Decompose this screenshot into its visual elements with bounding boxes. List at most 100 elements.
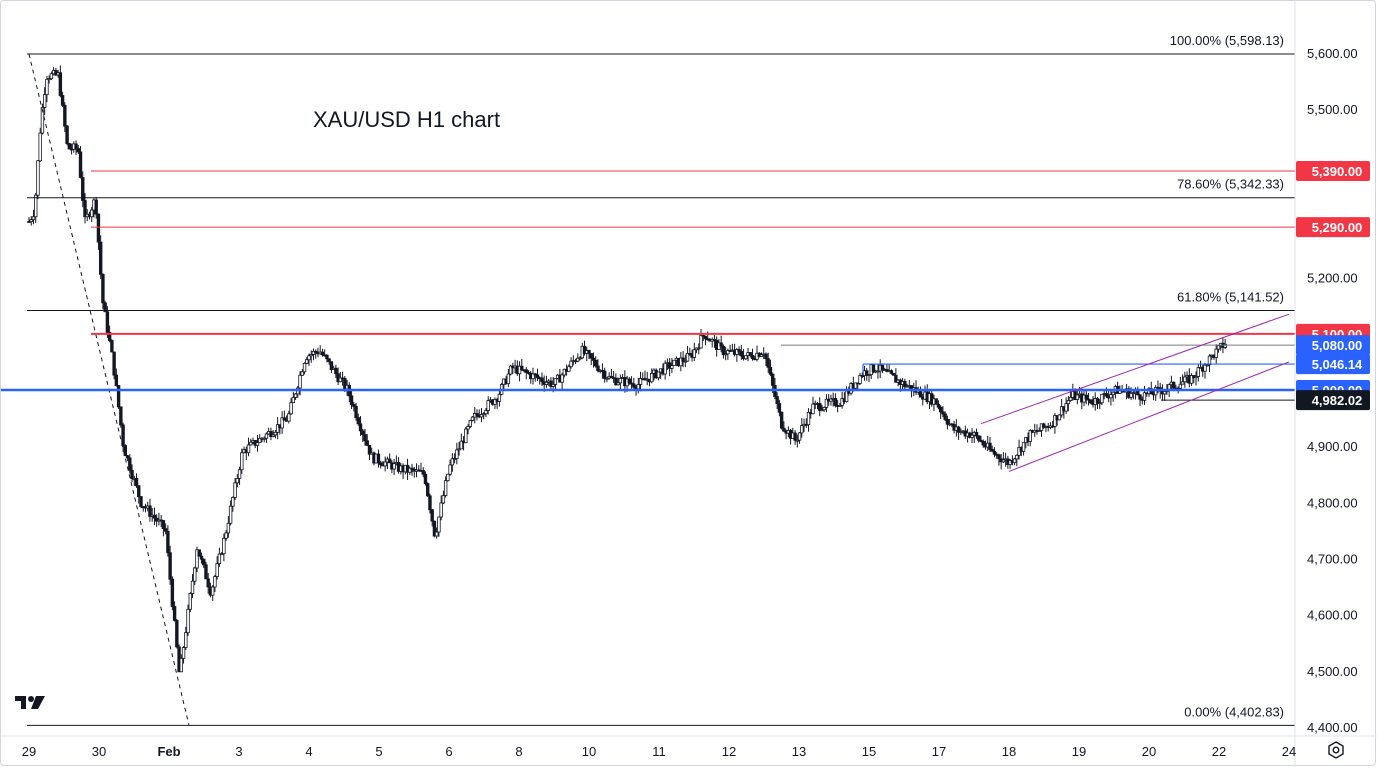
candle-body: [282, 417, 287, 421]
candle-body: [179, 657, 184, 673]
gear-icon[interactable]: [1328, 741, 1344, 759]
price-tag-label: 5,390.00: [1312, 164, 1363, 179]
candle-body: [1189, 375, 1194, 384]
candle-body: [116, 385, 121, 408]
candle-body: [31, 216, 36, 220]
candle-body: [255, 442, 260, 446]
candle-body: [215, 563, 219, 577]
x-tick-label: 19: [1072, 744, 1086, 759]
candle-body: [486, 400, 490, 411]
candle-body: [275, 424, 280, 433]
candle-body: [356, 417, 360, 425]
candle-body: [605, 377, 609, 380]
candle-body: [744, 355, 748, 360]
candle-body: [455, 449, 459, 459]
candle-body: [258, 437, 262, 444]
candle-body: [945, 419, 950, 425]
candle-body: [1089, 399, 1093, 404]
candle-body: [589, 353, 593, 359]
price-tag-label: 5,046.14: [1312, 357, 1363, 372]
candle-body: [334, 367, 338, 375]
candle-body: [858, 375, 862, 384]
candle-body: [562, 368, 567, 376]
candle-body: [1178, 383, 1183, 389]
candle-body: [871, 364, 876, 373]
channel-lower-line: [1008, 361, 1290, 472]
x-tick-label: 3: [235, 744, 242, 759]
candle-body: [1095, 398, 1100, 404]
candle-body: [699, 334, 703, 349]
candle-body: [979, 439, 983, 442]
candle-body: [363, 434, 367, 442]
candle-body: [719, 342, 723, 347]
candle-body: [977, 435, 981, 441]
candle-body: [470, 416, 475, 421]
candle-body: [737, 349, 741, 352]
candle-body: [974, 431, 979, 437]
candle-body: [535, 374, 540, 379]
candle-body: [47, 78, 51, 81]
candle-body: [551, 383, 555, 387]
candle-body: [1037, 430, 1041, 432]
candle-body: [616, 382, 620, 386]
candle-body: [293, 393, 298, 398]
overlays-layer: [1, 53, 1295, 726]
candle-body: [990, 449, 994, 452]
candle-body: [448, 464, 452, 475]
candle-body: [40, 107, 45, 134]
candle-body: [367, 444, 372, 455]
candle-body: [309, 354, 313, 357]
candle-body: [800, 425, 804, 434]
time-axis[interactable]: 29 30 Feb 3 4 5 6 8 10 11 12 13 15 17 18 19 20 22 24: [22, 744, 1296, 759]
candle-body: [1183, 376, 1187, 383]
candle-body: [134, 477, 139, 487]
candle-body: [430, 509, 434, 522]
candle-body: [936, 403, 941, 408]
candle-body: [782, 427, 786, 432]
candle-body: [721, 345, 726, 355]
candle-body: [482, 413, 486, 416]
candle-body: [560, 374, 564, 383]
candle-body: [475, 413, 479, 416]
candle-body: [764, 353, 768, 360]
candle-body: [271, 434, 275, 437]
candle-body: [1028, 430, 1032, 442]
x-tick-label: 29: [22, 744, 36, 759]
candle-body: [549, 380, 553, 387]
candle-body: [681, 357, 685, 362]
candle-body: [894, 374, 898, 383]
candle-body: [692, 349, 696, 358]
x-tick-label: 22: [1212, 744, 1226, 759]
y-tick-label: 5,500.00: [1307, 102, 1358, 117]
candle-body: [280, 417, 284, 429]
candle-body: [354, 406, 358, 419]
candle-body: [520, 365, 524, 371]
candle-body: [325, 354, 329, 360]
channel-upper-line: [980, 313, 1290, 425]
candle-body: [446, 473, 450, 482]
candle-body: [170, 578, 175, 607]
candle-body: [287, 413, 291, 422]
candle-body: [224, 532, 228, 539]
candle-body: [90, 209, 94, 218]
candle-body: [997, 454, 1001, 460]
x-tick-label: Feb: [157, 744, 180, 759]
tradingview-logo-icon[interactable]: [15, 696, 45, 709]
candle-body: [163, 528, 168, 532]
candle-body: [1068, 397, 1073, 401]
candle-body: [450, 458, 455, 466]
candle-body: [806, 412, 811, 426]
candle-body: [766, 358, 770, 368]
candle-body: [567, 366, 571, 372]
candle-body: [820, 409, 824, 412]
candle-body: [49, 73, 54, 80]
candle-body: [889, 370, 894, 374]
candle-body: [811, 403, 815, 415]
candle-body: [128, 457, 132, 471]
candle-body: [408, 467, 412, 473]
candle-body: [853, 382, 858, 389]
chart-title: XAU/USD H1 chart: [313, 107, 500, 132]
candle-body: [569, 360, 573, 368]
candle-body: [1084, 394, 1088, 400]
